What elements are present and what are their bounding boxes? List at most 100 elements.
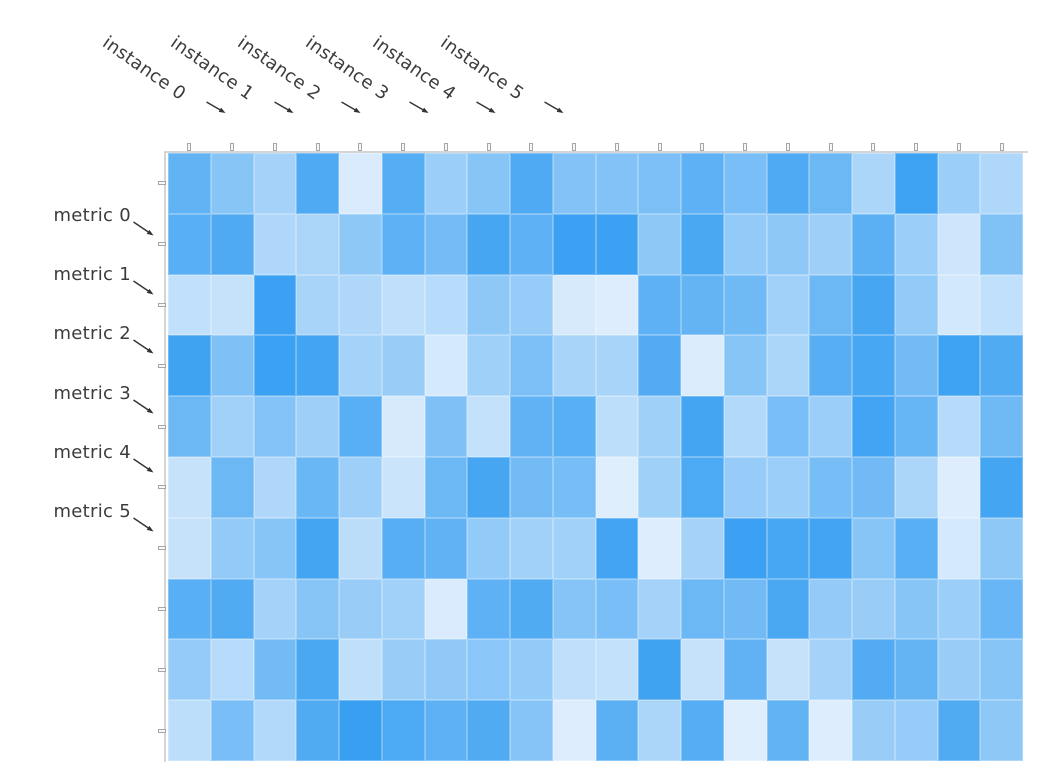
- y-tick: [158, 728, 166, 733]
- heatmap-cell: [296, 700, 339, 761]
- x-tick: [572, 143, 577, 151]
- arrow-down-right-icon: [476, 101, 496, 113]
- heatmap-cell: [424, 578, 468, 640]
- heatmap-cell: [168, 213, 211, 275]
- heatmap-cell: [381, 213, 425, 275]
- heatmap-cell: [809, 517, 852, 579]
- heatmap-cell: [424, 335, 468, 397]
- heatmap-cell: [894, 396, 938, 457]
- heatmap-cell: [894, 639, 938, 701]
- heatmap-cell: [723, 396, 767, 457]
- heatmap-cell: [467, 456, 510, 518]
- heatmap-cell: [852, 700, 895, 761]
- heatmap-cell: [766, 274, 810, 336]
- heatmap-cell: [424, 456, 468, 518]
- x-tick: [614, 143, 619, 151]
- row-label: metric 3: [53, 382, 131, 404]
- heatmap-cell: [467, 700, 510, 761]
- heatmap-cell: [253, 274, 297, 336]
- heatmap-cell: [681, 639, 724, 701]
- heatmap-cell: [937, 213, 981, 275]
- y-tick: [158, 181, 166, 186]
- heatmap-cell: [210, 456, 254, 518]
- arrow-down-right-icon: [133, 399, 154, 414]
- heatmap-cell: [339, 153, 382, 214]
- heatmap-cell: [980, 456, 1023, 518]
- row-label: metric 2: [53, 323, 131, 345]
- heatmap-cell: [424, 396, 468, 457]
- heatmap-cell: [467, 517, 510, 579]
- heatmap-cell: [424, 274, 468, 336]
- heatmap-cell: [168, 396, 211, 457]
- heatmap-cell: [766, 213, 810, 275]
- heatmap-cell: [723, 639, 767, 701]
- heatmap-cell: [980, 274, 1023, 336]
- heatmap-cell: [809, 213, 852, 275]
- heatmap-cell: [210, 213, 254, 275]
- heatmap-cell: [552, 213, 596, 275]
- heatmap-cell: [339, 396, 382, 457]
- heatmap-cell: [894, 153, 938, 214]
- arrow-down-right-icon: [133, 221, 154, 236]
- row-label: metric 1: [53, 264, 131, 286]
- heatmap-cell: [253, 456, 297, 518]
- heatmap-cell: [937, 456, 981, 518]
- y-tick: [158, 303, 166, 307]
- heatmap-cell: [809, 700, 852, 761]
- heatmap-cell: [809, 335, 852, 397]
- row-label: metric 4: [53, 441, 131, 463]
- heatmap-cell: [980, 639, 1023, 701]
- heatmap-cell: [168, 639, 211, 701]
- heatmap-cell: [339, 213, 382, 275]
- x-tick: [785, 143, 790, 151]
- heatmap-cell: [681, 153, 724, 214]
- heatmap-cell: [937, 578, 981, 640]
- heatmap-cell: [595, 213, 639, 275]
- heatmap-cell: [723, 578, 767, 640]
- heatmap-cell: [510, 456, 553, 518]
- heatmap-cell: [681, 396, 724, 457]
- heatmap-cell: [253, 578, 297, 640]
- x-tick: [956, 143, 961, 151]
- heatmap-cell: [381, 335, 425, 397]
- heatmap-cell: [552, 335, 596, 397]
- heatmap-cell: [253, 335, 297, 397]
- x-tick: [272, 143, 277, 151]
- x-tick: [999, 143, 1004, 151]
- x-tick: [486, 143, 491, 151]
- y-tick: [158, 546, 166, 551]
- heatmap-cell: [210, 396, 254, 457]
- heatmap-cell: [552, 396, 596, 457]
- heatmap-cell: [467, 274, 510, 336]
- heatmap-cell: [723, 335, 767, 397]
- heatmap-cell: [723, 700, 767, 761]
- heatmap-cell: [552, 517, 596, 579]
- heatmap-cell: [168, 335, 211, 397]
- heatmap-cell: [424, 153, 468, 214]
- heatmap-cell: [253, 517, 297, 579]
- x-tick: [230, 143, 235, 151]
- heatmap-cell: [552, 578, 596, 640]
- heatmap-cell: [937, 700, 981, 761]
- y-tick: [158, 607, 166, 611]
- heatmap-cell: [296, 213, 339, 275]
- heatmap-cell: [253, 396, 297, 457]
- heatmap-cell: [510, 700, 553, 761]
- heatmap-cell: [980, 396, 1023, 457]
- x-tick: [315, 143, 320, 151]
- heatmap-cell: [595, 456, 639, 518]
- x-tick: [358, 143, 363, 151]
- heatmap-cell: [168, 274, 211, 336]
- heatmap-cell: [809, 456, 852, 518]
- heatmap-cell: [552, 639, 596, 701]
- heatmap-cell: [552, 153, 596, 214]
- y-tick: [158, 242, 166, 247]
- heatmap-cell: [638, 700, 681, 761]
- heatmap-cell: [980, 335, 1023, 397]
- heatmap-cell: [339, 578, 382, 640]
- heatmap-cell: [894, 700, 938, 761]
- heatmap-cell: [168, 700, 211, 761]
- heatmap-cell: [210, 274, 254, 336]
- heatmap-cell: [339, 700, 382, 761]
